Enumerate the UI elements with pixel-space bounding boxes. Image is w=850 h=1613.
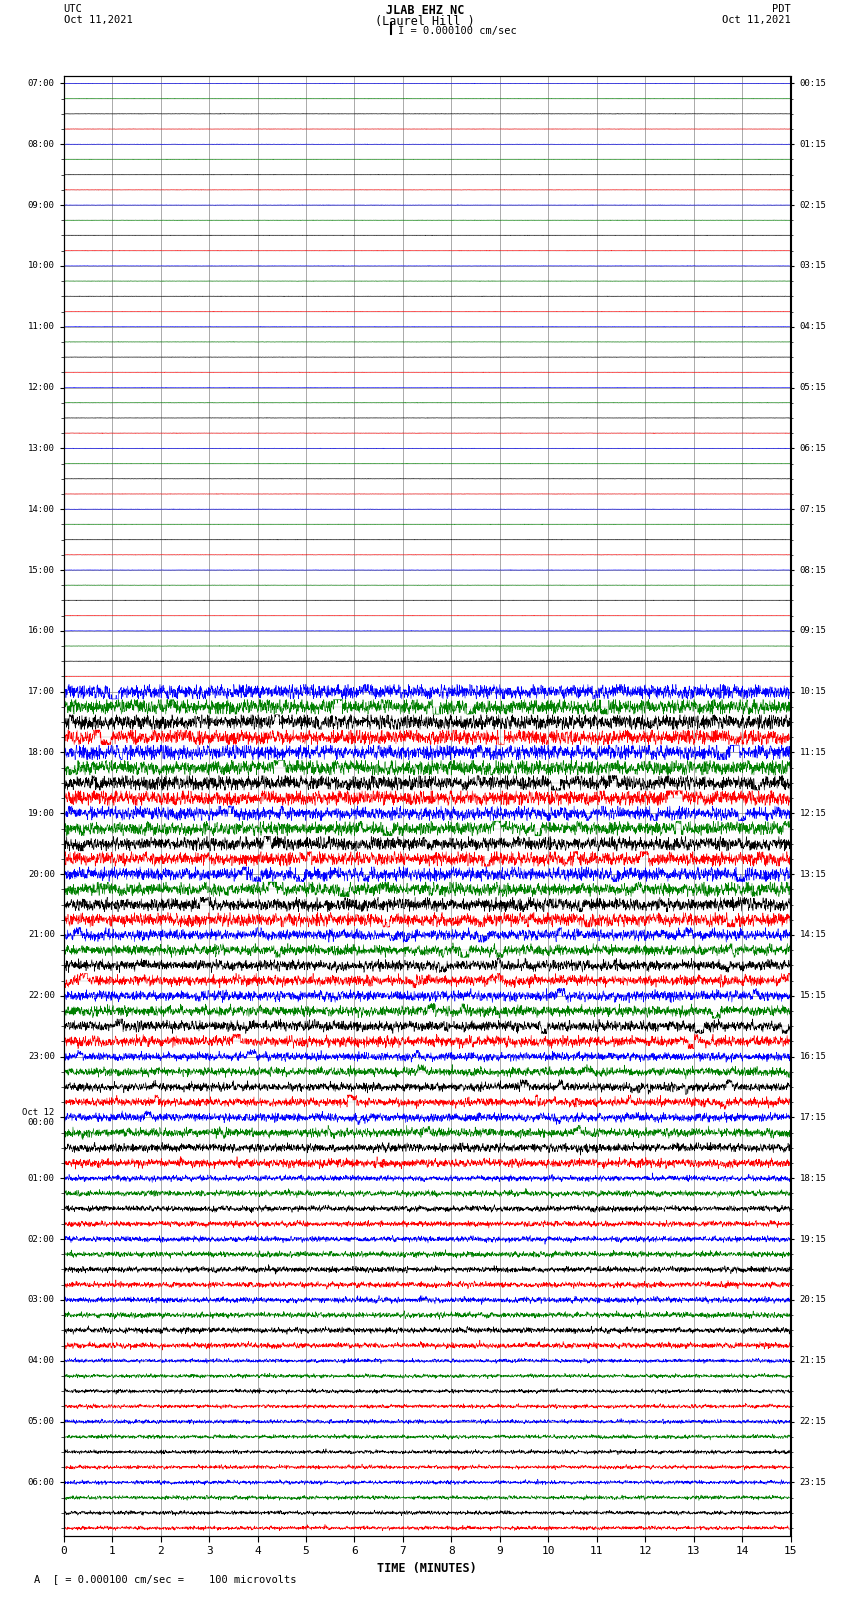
Text: A  [ = 0.000100 cm/sec =    100 microvolts: A [ = 0.000100 cm/sec = 100 microvolts [34, 1574, 297, 1584]
Text: PDT: PDT [772, 5, 791, 15]
Text: UTC: UTC [64, 5, 82, 15]
Text: Oct 11,2021: Oct 11,2021 [64, 16, 133, 26]
Text: I = 0.000100 cm/sec: I = 0.000100 cm/sec [398, 26, 517, 35]
Text: Oct 11,2021: Oct 11,2021 [722, 16, 790, 26]
Text: (Laurel Hill ): (Laurel Hill ) [375, 16, 475, 29]
X-axis label: TIME (MINUTES): TIME (MINUTES) [377, 1561, 477, 1574]
Text: JLAB EHZ NC: JLAB EHZ NC [386, 5, 464, 18]
